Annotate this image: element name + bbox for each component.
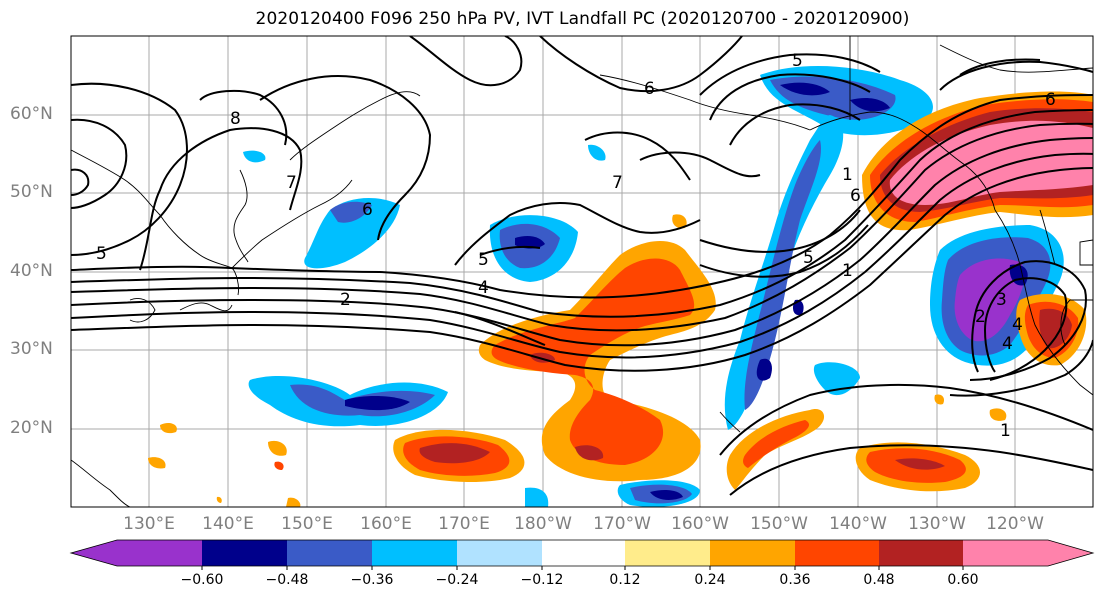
lon-label: 130°W — [908, 514, 966, 534]
contour-label: 5 — [803, 248, 814, 268]
colorbar-tick-label: −0.60 — [180, 572, 224, 588]
lat-label-60n: 60°N — [10, 104, 53, 124]
colorbar-tick-label: 0.60 — [947, 572, 979, 588]
colorbar-extend-high — [1048, 540, 1093, 566]
colorbar-tick-label: 0.12 — [609, 572, 641, 588]
colorbar-tick-label: −0.48 — [265, 572, 309, 588]
contour-label: 4 — [1012, 315, 1023, 335]
lon-label: 140°W — [829, 514, 887, 534]
contour-label: 6 — [1045, 90, 1056, 110]
lat-label-20n: 20°N — [10, 418, 53, 438]
contour-label: 1 — [1000, 421, 1011, 441]
contour-label: 5 — [792, 51, 803, 71]
map-frame — [70, 35, 1094, 508]
lat-label-30n: 30°N — [10, 339, 53, 359]
lon-label: 160°E — [360, 514, 412, 534]
contour-label: 7 — [612, 173, 623, 193]
lon-label: 130°E — [123, 514, 175, 534]
colorbar-tick-label: −0.36 — [350, 572, 394, 588]
lat-label-50n: 50°N — [10, 182, 53, 202]
coastlines — [71, 36, 1093, 507]
contour-label: 5 — [478, 250, 489, 270]
lon-label: 140°E — [202, 514, 254, 534]
colorbar — [69, 539, 1095, 570]
lon-label: 170°W — [593, 514, 651, 534]
colorbar-tick-label: 0.36 — [779, 572, 811, 588]
lon-label: 180°W — [514, 514, 572, 534]
contour-label: 1 — [842, 261, 853, 281]
colorbar-tick-label: −0.24 — [435, 572, 479, 588]
contour-label: 6 — [850, 186, 861, 206]
map-title: 2020120400 F096 250 hPa PV, IVT Landfall… — [255, 9, 910, 29]
lat-label-40n: 40°N — [10, 261, 53, 281]
lon-label: 170°E — [438, 514, 490, 534]
contour-label: 7 — [286, 173, 297, 193]
contour-label: 2 — [975, 307, 986, 327]
pv-contours — [71, 36, 1093, 496]
contour-label: 6 — [644, 79, 655, 99]
colorbar-tick-label: −0.12 — [520, 572, 564, 588]
contour-label: 8 — [230, 109, 241, 129]
contour-label: 3 — [996, 290, 1007, 310]
colorbar-tick-label: 0.24 — [694, 572, 726, 588]
contour-label: 5 — [96, 244, 107, 264]
contour-label: 1 — [842, 165, 853, 185]
map-layers: 8 7 6 5 4 2 1 5 6 4 7 5 6 5 1 2 4 1 6 3 — [71, 36, 1093, 507]
contour-label: 6 — [362, 200, 373, 220]
lon-label: 160°W — [671, 514, 729, 534]
colorbar-tick-label: 0.48 — [863, 572, 895, 588]
colorbar-extend-low — [71, 540, 117, 566]
contour-label: 4 — [478, 278, 489, 298]
lon-label: 120°W — [986, 514, 1044, 534]
contour-label: 2 — [340, 290, 351, 310]
contour-label: 4 — [1002, 334, 1013, 354]
contour-labels: 8 7 6 5 4 2 1 5 6 4 7 5 6 5 1 2 4 1 6 3 — [96, 51, 1056, 441]
lon-label: 150°E — [281, 514, 333, 534]
lon-label: 150°W — [750, 514, 808, 534]
